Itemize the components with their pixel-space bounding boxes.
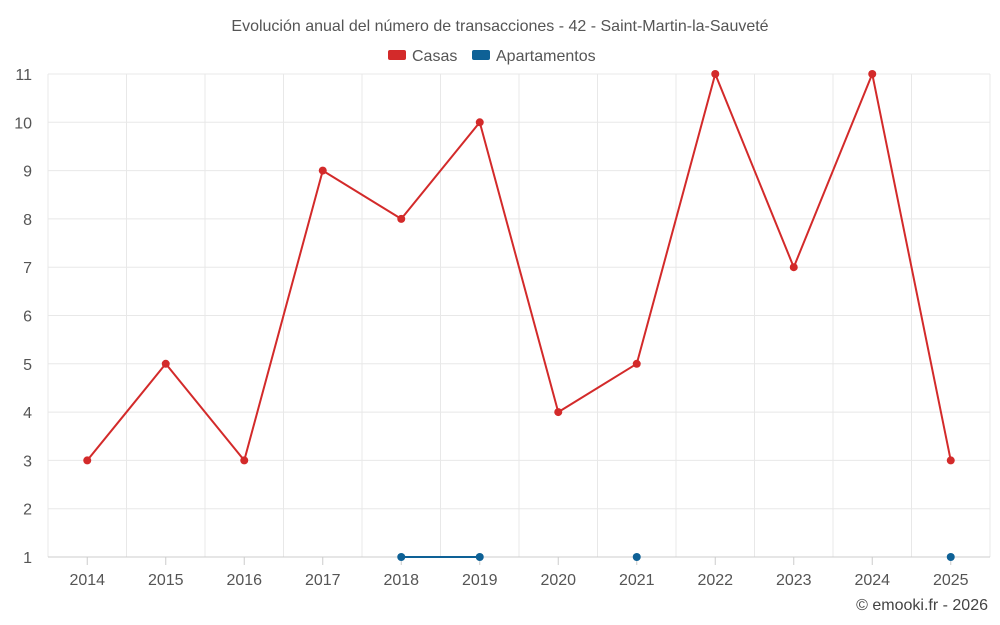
series-apartamentos	[397, 553, 955, 561]
y-tick-label: 2	[23, 502, 32, 519]
axes: 1 2 3 4 5 6 7 8 9 10 11 2014 2015 2016 2017 2018 2019 202…	[14, 67, 990, 589]
y-tick-label: 5	[23, 357, 32, 374]
grid	[47, 73, 991, 558]
data-point[interactable]	[397, 553, 406, 561]
data-point[interactable]	[946, 553, 955, 561]
x-tick-label: 2015	[148, 572, 184, 589]
data-point[interactable]	[868, 70, 877, 78]
x-tick-label: 2019	[462, 572, 498, 589]
legend-label-apartamentos: Apartamentos	[496, 48, 596, 65]
data-point[interactable]	[318, 166, 327, 175]
legend-swatch-casas	[388, 50, 406, 60]
data-point[interactable]	[161, 359, 170, 368]
data-point[interactable]	[240, 456, 249, 465]
data-point[interactable]	[554, 408, 563, 417]
series-line	[86, 73, 952, 462]
x-tick-label: 2020	[540, 572, 576, 589]
data-point[interactable]	[632, 359, 641, 368]
legend-swatch-apartamentos	[472, 50, 490, 60]
x-tick-label: 2023	[776, 572, 812, 589]
series-casas	[83, 70, 955, 465]
x-tick-label: 2016	[226, 572, 262, 589]
data-point[interactable]	[83, 456, 92, 465]
legend-item-apartamentos[interactable]: Apartamentos	[472, 48, 596, 65]
x-tick-label: 2024	[854, 572, 890, 589]
data-point[interactable]	[946, 456, 955, 465]
legend-item-casas[interactable]: Casas	[388, 48, 457, 65]
legend-label-casas: Casas	[412, 48, 457, 65]
y-tick-label: 3	[23, 453, 32, 470]
data-point[interactable]	[397, 214, 406, 223]
chart-title: Evolución anual del número de transaccio…	[231, 18, 768, 35]
y-tick-label: 4	[23, 405, 32, 422]
data-point[interactable]	[789, 263, 798, 272]
data-point[interactable]	[711, 70, 720, 78]
x-tick-label: 2017	[305, 572, 341, 589]
y-tick-label: 9	[23, 164, 32, 181]
y-tick-label: 1	[23, 550, 32, 567]
series	[83, 70, 955, 561]
y-tick-label: 6	[23, 309, 32, 326]
data-point[interactable]	[632, 553, 641, 561]
y-tick-label: 8	[23, 212, 32, 229]
credit-text: © emooki.fr - 2026	[856, 597, 988, 614]
y-tick-label: 10	[14, 115, 32, 132]
x-tick-label: 2021	[619, 572, 655, 589]
data-point[interactable]	[475, 553, 484, 561]
x-tick-label: 2018	[383, 572, 419, 589]
x-tick-label: 2025	[933, 572, 969, 589]
x-tick-label: 2022	[697, 572, 733, 589]
y-tick-label: 11	[15, 67, 32, 84]
data-point[interactable]	[475, 118, 484, 127]
x-tick-label: 2014	[69, 572, 105, 589]
y-tick-label: 7	[23, 260, 32, 277]
legend: Casas Apartamentos	[388, 48, 596, 65]
